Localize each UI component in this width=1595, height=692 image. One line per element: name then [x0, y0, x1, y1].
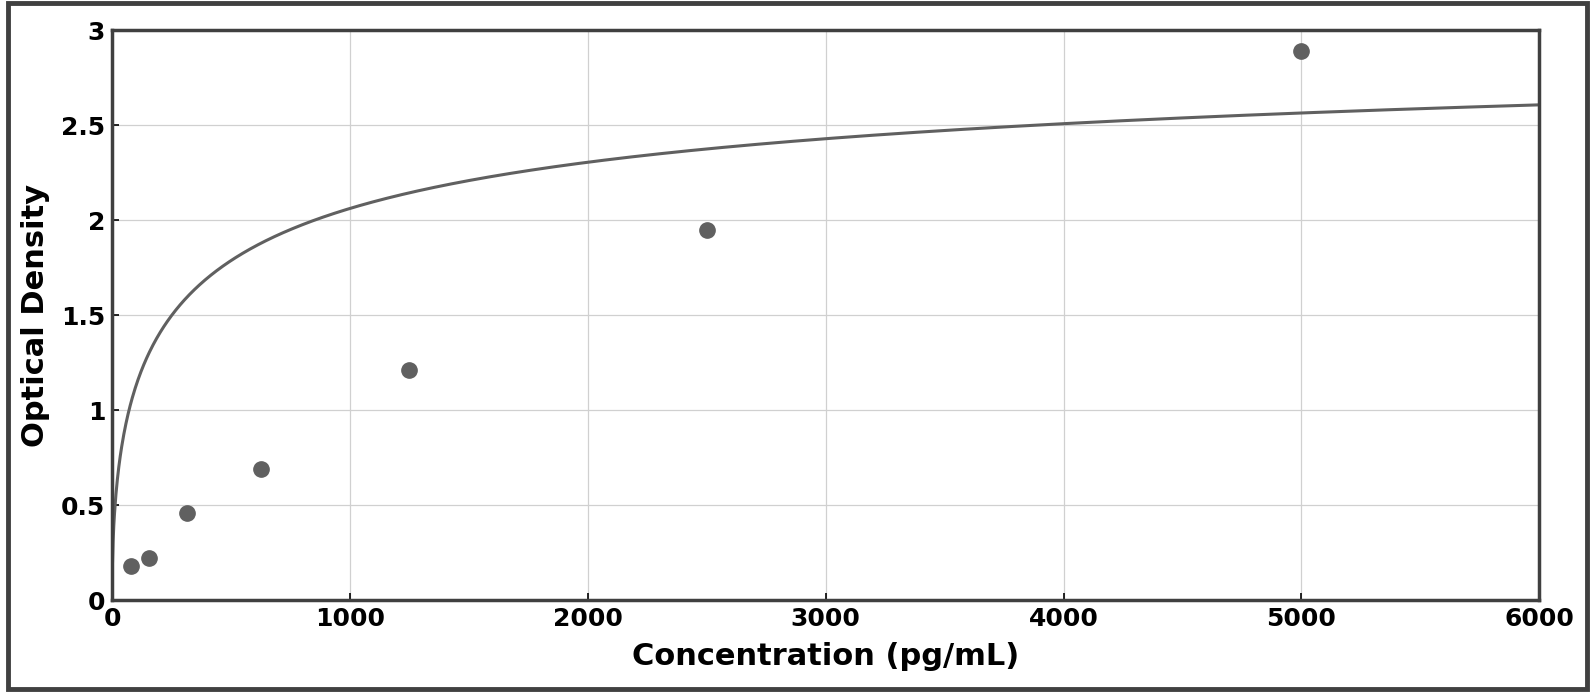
Point [694, 224, 719, 235]
X-axis label: Concentration (pg/mL): Concentration (pg/mL) [632, 642, 1019, 671]
Y-axis label: Optical Density: Optical Density [21, 183, 49, 447]
Point [137, 553, 163, 564]
Point [174, 507, 199, 518]
Point [397, 365, 423, 376]
Point [118, 561, 144, 572]
Point [1289, 46, 1314, 57]
Point [249, 464, 274, 475]
